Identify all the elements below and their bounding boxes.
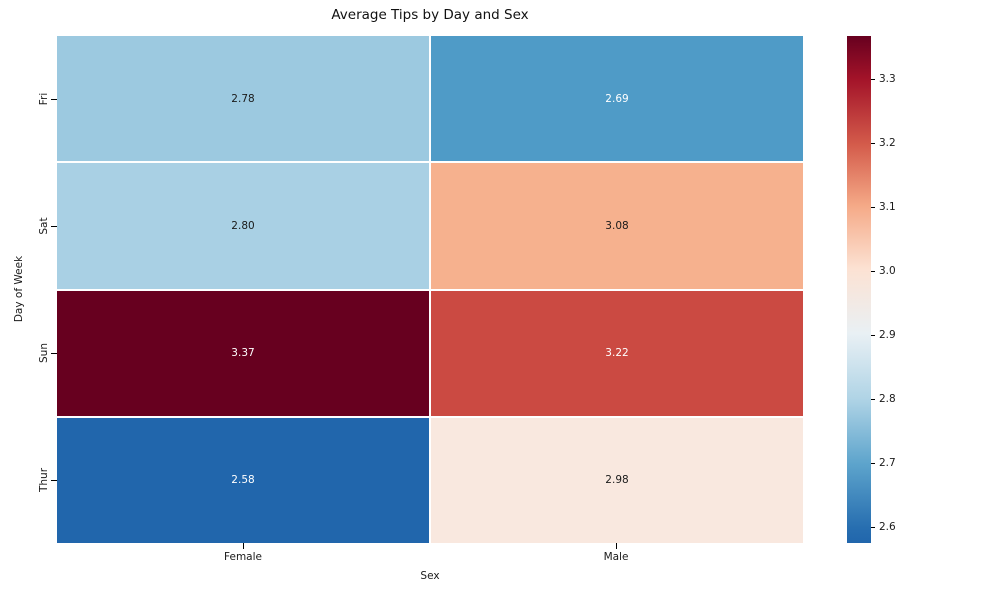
xtick-mark-female (243, 543, 245, 549)
colorbar-tick-label: 2.9 (879, 329, 896, 341)
heatmap-cell-thur-female: 2.58 (57, 417, 429, 543)
xtick-label-female: Female (224, 551, 262, 563)
colorbar-tick-label: 3.1 (879, 201, 896, 213)
heatmap-plot-area: 2.78 2.69 2.80 3.08 3.37 3.22 2.58 2.98 (57, 36, 803, 543)
heatmap-cell-sat-female: 2.80 (57, 163, 429, 289)
colorbar-tick-mark (871, 463, 875, 465)
colorbar-tick-label: 3.0 (879, 265, 896, 277)
colorbar-tick-mark (871, 271, 875, 273)
ytick-mark-thur (51, 480, 57, 482)
colorbar-tick-label: 2.7 (879, 457, 896, 469)
colorbar-tick-mark (871, 207, 875, 209)
x-axis-label: Sex (420, 570, 440, 582)
colorbar-tick-label: 2.6 (879, 521, 896, 533)
ytick-label-sun: Sun (38, 343, 50, 363)
colorbar-tick-label: 3.3 (879, 73, 896, 85)
ytick-label-sat: Sat (38, 217, 50, 235)
y-axis-label: Day of Week (13, 255, 25, 323)
chart-title: Average Tips by Day and Sex (331, 7, 529, 23)
ytick-label-thur: Thur (38, 467, 50, 493)
colorbar-tick-mark (871, 335, 875, 337)
colorbar-tick-label: 2.8 (879, 393, 896, 405)
colorbar-tick-mark (871, 79, 875, 81)
heatmap-cell-fri-female: 2.78 (57, 36, 429, 162)
colorbar-tick-mark (871, 527, 875, 529)
ytick-label-fri: Fri (38, 92, 50, 106)
ytick-mark-sat (51, 226, 57, 228)
heatmap-cell-sun-male: 3.22 (431, 290, 803, 416)
ytick-mark-sun (51, 353, 57, 355)
xtick-label-male: Male (603, 551, 629, 563)
heatmap-cell-sun-female: 3.37 (57, 290, 429, 416)
heatmap-cell-fri-male: 2.69 (431, 36, 803, 162)
heatmap-cell-thur-male: 2.98 (431, 417, 803, 543)
xtick-mark-male (616, 543, 618, 549)
colorbar-gradient (847, 36, 871, 543)
colorbar-tick-mark (871, 399, 875, 401)
ytick-mark-fri (51, 99, 57, 101)
colorbar-tick-label: 3.2 (879, 137, 896, 149)
heatmap-cell-sat-male: 3.08 (431, 163, 803, 289)
colorbar-tick-mark (871, 143, 875, 145)
